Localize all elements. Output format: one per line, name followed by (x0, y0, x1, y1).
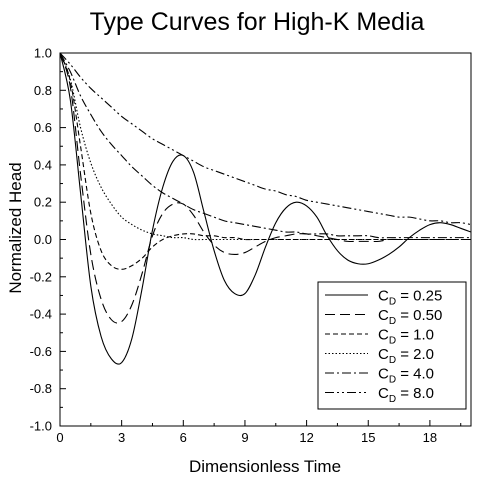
x-tick-label: 6 (180, 430, 187, 445)
legend-label-2: CD = 0.50 (378, 307, 442, 327)
y-tick-label: -0.2 (30, 269, 52, 284)
legend-label-6: CD = 8.0 (378, 385, 434, 405)
x-tick-label: 9 (241, 430, 248, 445)
legend-box (317, 281, 467, 410)
legend-label-1: CD = 0.25 (378, 288, 442, 308)
y-tick-label: 0.0 (34, 232, 52, 247)
series-line-5 (60, 53, 471, 239)
series-layer (60, 53, 471, 365)
chart-title: Type Curves for High-K Media (90, 8, 425, 36)
x-tick-label: 3 (118, 430, 125, 445)
x-axis-label: Dimensionless Time (189, 457, 341, 476)
y-tick-label: 0.4 (34, 157, 52, 172)
series-line-3 (60, 53, 471, 270)
x-axis: 0 3 6 9 12 15 18 (56, 420, 462, 445)
series-line-6 (60, 53, 471, 226)
x-tick-label: 12 (299, 430, 313, 445)
y-tick-label: -0.8 (30, 381, 52, 396)
y-tick-label: 0.6 (34, 120, 52, 135)
y-tick-label: -0.6 (30, 344, 52, 359)
x-tick-label: 18 (423, 430, 437, 445)
y-tick-label: -1.0 (30, 419, 52, 434)
series-line-2 (60, 53, 471, 324)
x-tick-label: 15 (361, 430, 375, 445)
legend-label-4: CD = 2.0 (378, 346, 434, 366)
legend-label-3: CD = 1.0 (378, 327, 434, 347)
y-tick-label: -0.4 (30, 307, 52, 322)
y-tick-label: 0.8 (34, 83, 52, 98)
y-tick-label: 0.2 (34, 195, 52, 210)
x-tick-label: 0 (56, 430, 63, 445)
legend-label-5: CD = 4.0 (378, 366, 434, 386)
series-line-1 (60, 53, 471, 365)
y-tick-label: 1.0 (34, 46, 52, 61)
series-line-4 (60, 53, 471, 241)
y-axis-label: Normalized Head (6, 162, 25, 293)
y-axis: -1.0 -0.8 -0.6 -0.4 -0.2 0.0 0.2 0.4 0.6 0.8 1.0 (30, 46, 66, 434)
